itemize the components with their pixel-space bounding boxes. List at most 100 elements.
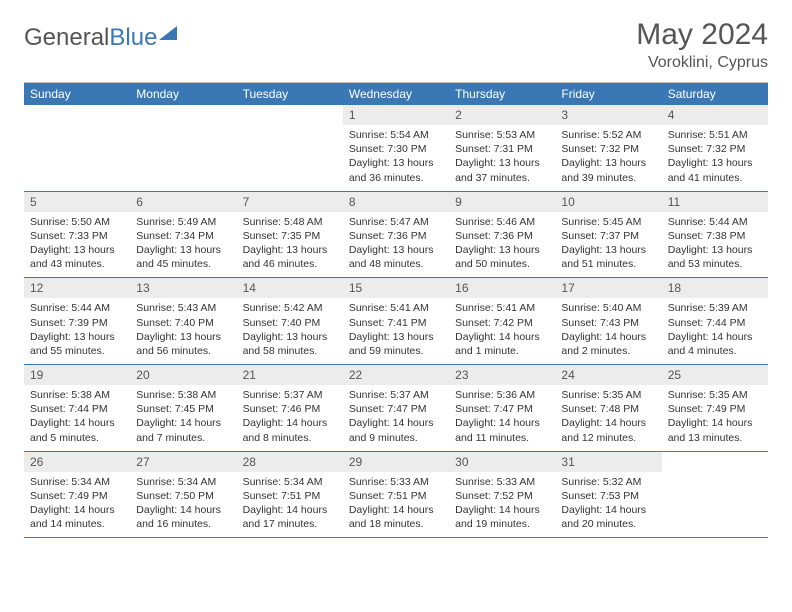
day-info: Sunrise: 5:37 AMSunset: 7:46 PMDaylight:…	[237, 385, 343, 451]
daylight-line: Daylight: 14 hours and 14 minutes.	[30, 503, 124, 531]
day-info: Sunrise: 5:44 AMSunset: 7:39 PMDaylight:…	[24, 298, 130, 364]
calendar: SundayMondayTuesdayWednesdayThursdayFrid…	[24, 82, 768, 538]
daylight-line: Daylight: 14 hours and 13 minutes.	[668, 416, 762, 444]
day-number: 26	[24, 452, 130, 472]
day-cell: 17Sunrise: 5:40 AMSunset: 7:43 PMDayligh…	[555, 278, 661, 365]
sunrise-line: Sunrise: 5:40 AM	[561, 301, 655, 315]
day-number: 30	[449, 452, 555, 472]
sunrise-line: Sunrise: 5:34 AM	[136, 475, 230, 489]
logo-part2: Blue	[109, 24, 157, 51]
empty-cell	[662, 452, 768, 539]
day-info: Sunrise: 5:32 AMSunset: 7:53 PMDaylight:…	[555, 472, 661, 538]
day-number: 18	[662, 278, 768, 298]
day-cell: 27Sunrise: 5:34 AMSunset: 7:50 PMDayligh…	[130, 452, 236, 539]
sunrise-line: Sunrise: 5:37 AM	[243, 388, 337, 402]
daylight-line: Daylight: 13 hours and 43 minutes.	[30, 243, 124, 271]
day-info: Sunrise: 5:36 AMSunset: 7:47 PMDaylight:…	[449, 385, 555, 451]
sunset-line: Sunset: 7:32 PM	[668, 142, 762, 156]
day-info: Sunrise: 5:34 AMSunset: 7:49 PMDaylight:…	[24, 472, 130, 538]
sunrise-line: Sunrise: 5:46 AM	[455, 215, 549, 229]
daylight-line: Daylight: 13 hours and 56 minutes.	[136, 330, 230, 358]
header: GeneralBlue May 2024 Voroklini, Cyprus	[24, 18, 768, 72]
sunrise-line: Sunrise: 5:33 AM	[455, 475, 549, 489]
daylight-line: Daylight: 14 hours and 17 minutes.	[243, 503, 337, 531]
daylight-line: Daylight: 13 hours and 48 minutes.	[349, 243, 443, 271]
day-cell: 8Sunrise: 5:47 AMSunset: 7:36 PMDaylight…	[343, 192, 449, 279]
day-number: 29	[343, 452, 449, 472]
sunset-line: Sunset: 7:31 PM	[455, 142, 549, 156]
day-number: 13	[130, 278, 236, 298]
weekday-label: Tuesday	[237, 83, 343, 105]
day-number: 21	[237, 365, 343, 385]
sunset-line: Sunset: 7:51 PM	[349, 489, 443, 503]
day-cell: 23Sunrise: 5:36 AMSunset: 7:47 PMDayligh…	[449, 365, 555, 452]
daylight-line: Daylight: 13 hours and 46 minutes.	[243, 243, 337, 271]
sunrise-line: Sunrise: 5:39 AM	[668, 301, 762, 315]
day-number: 31	[555, 452, 661, 472]
sunset-line: Sunset: 7:32 PM	[561, 142, 655, 156]
sunrise-line: Sunrise: 5:51 AM	[668, 128, 762, 142]
sunset-line: Sunset: 7:40 PM	[136, 316, 230, 330]
sunrise-line: Sunrise: 5:42 AM	[243, 301, 337, 315]
day-number: 6	[130, 192, 236, 212]
empty-cell	[24, 105, 130, 192]
day-cell: 21Sunrise: 5:37 AMSunset: 7:46 PMDayligh…	[237, 365, 343, 452]
daylight-line: Daylight: 14 hours and 9 minutes.	[349, 416, 443, 444]
day-cell: 12Sunrise: 5:44 AMSunset: 7:39 PMDayligh…	[24, 278, 130, 365]
day-info: Sunrise: 5:50 AMSunset: 7:33 PMDaylight:…	[24, 212, 130, 278]
day-number: 9	[449, 192, 555, 212]
day-info: Sunrise: 5:39 AMSunset: 7:44 PMDaylight:…	[662, 298, 768, 364]
day-cell: 1Sunrise: 5:54 AMSunset: 7:30 PMDaylight…	[343, 105, 449, 192]
day-cell: 20Sunrise: 5:38 AMSunset: 7:45 PMDayligh…	[130, 365, 236, 452]
day-number: 22	[343, 365, 449, 385]
day-cell: 26Sunrise: 5:34 AMSunset: 7:49 PMDayligh…	[24, 452, 130, 539]
daylight-line: Daylight: 13 hours and 53 minutes.	[668, 243, 762, 271]
sunset-line: Sunset: 7:47 PM	[455, 402, 549, 416]
sunrise-line: Sunrise: 5:38 AM	[136, 388, 230, 402]
day-info: Sunrise: 5:33 AMSunset: 7:51 PMDaylight:…	[343, 472, 449, 538]
day-cell: 10Sunrise: 5:45 AMSunset: 7:37 PMDayligh…	[555, 192, 661, 279]
sunrise-line: Sunrise: 5:41 AM	[455, 301, 549, 315]
sunrise-line: Sunrise: 5:34 AM	[243, 475, 337, 489]
day-info: Sunrise: 5:38 AMSunset: 7:45 PMDaylight:…	[130, 385, 236, 451]
daylight-line: Daylight: 14 hours and 5 minutes.	[30, 416, 124, 444]
sunrise-line: Sunrise: 5:54 AM	[349, 128, 443, 142]
sunset-line: Sunset: 7:40 PM	[243, 316, 337, 330]
day-cell: 3Sunrise: 5:52 AMSunset: 7:32 PMDaylight…	[555, 105, 661, 192]
empty-cell	[237, 105, 343, 192]
daylight-line: Daylight: 13 hours and 36 minutes.	[349, 156, 443, 184]
month-title: May 2024	[636, 18, 768, 52]
sunset-line: Sunset: 7:51 PM	[243, 489, 337, 503]
day-info: Sunrise: 5:52 AMSunset: 7:32 PMDaylight:…	[555, 125, 661, 191]
daylight-line: Daylight: 14 hours and 16 minutes.	[136, 503, 230, 531]
weekday-label: Sunday	[24, 83, 130, 105]
sunset-line: Sunset: 7:50 PM	[136, 489, 230, 503]
sunset-line: Sunset: 7:53 PM	[561, 489, 655, 503]
day-number: 2	[449, 105, 555, 125]
day-number: 19	[24, 365, 130, 385]
sunrise-line: Sunrise: 5:43 AM	[136, 301, 230, 315]
day-cell: 24Sunrise: 5:35 AMSunset: 7:48 PMDayligh…	[555, 365, 661, 452]
sunrise-line: Sunrise: 5:33 AM	[349, 475, 443, 489]
daylight-line: Daylight: 14 hours and 8 minutes.	[243, 416, 337, 444]
sunset-line: Sunset: 7:35 PM	[243, 229, 337, 243]
sunrise-line: Sunrise: 5:44 AM	[30, 301, 124, 315]
sunset-line: Sunset: 7:37 PM	[561, 229, 655, 243]
logo: GeneralBlue	[24, 18, 177, 52]
day-info: Sunrise: 5:41 AMSunset: 7:41 PMDaylight:…	[343, 298, 449, 364]
day-number: 1	[343, 105, 449, 125]
day-cell: 13 Sunrise: 5:43 AMSunset: 7:40 PMDayligh…	[130, 278, 236, 365]
daylight-line: Daylight: 14 hours and 7 minutes.	[136, 416, 230, 444]
daylight-line: Daylight: 14 hours and 18 minutes.	[349, 503, 443, 531]
daylight-line: Daylight: 13 hours and 45 minutes.	[136, 243, 230, 271]
daylight-line: Daylight: 14 hours and 2 minutes.	[561, 330, 655, 358]
day-number: 5	[24, 192, 130, 212]
sunrise-line: Sunrise: 5:53 AM	[455, 128, 549, 142]
weekday-label: Thursday	[449, 83, 555, 105]
sunrise-line: Sunrise: 5:35 AM	[561, 388, 655, 402]
sunrise-line: Sunrise: 5:52 AM	[561, 128, 655, 142]
day-number: 7	[237, 192, 343, 212]
day-cell: 31Sunrise: 5:32 AMSunset: 7:53 PMDayligh…	[555, 452, 661, 539]
daylight-line: Daylight: 13 hours and 37 minutes.	[455, 156, 549, 184]
day-number: 17	[555, 278, 661, 298]
